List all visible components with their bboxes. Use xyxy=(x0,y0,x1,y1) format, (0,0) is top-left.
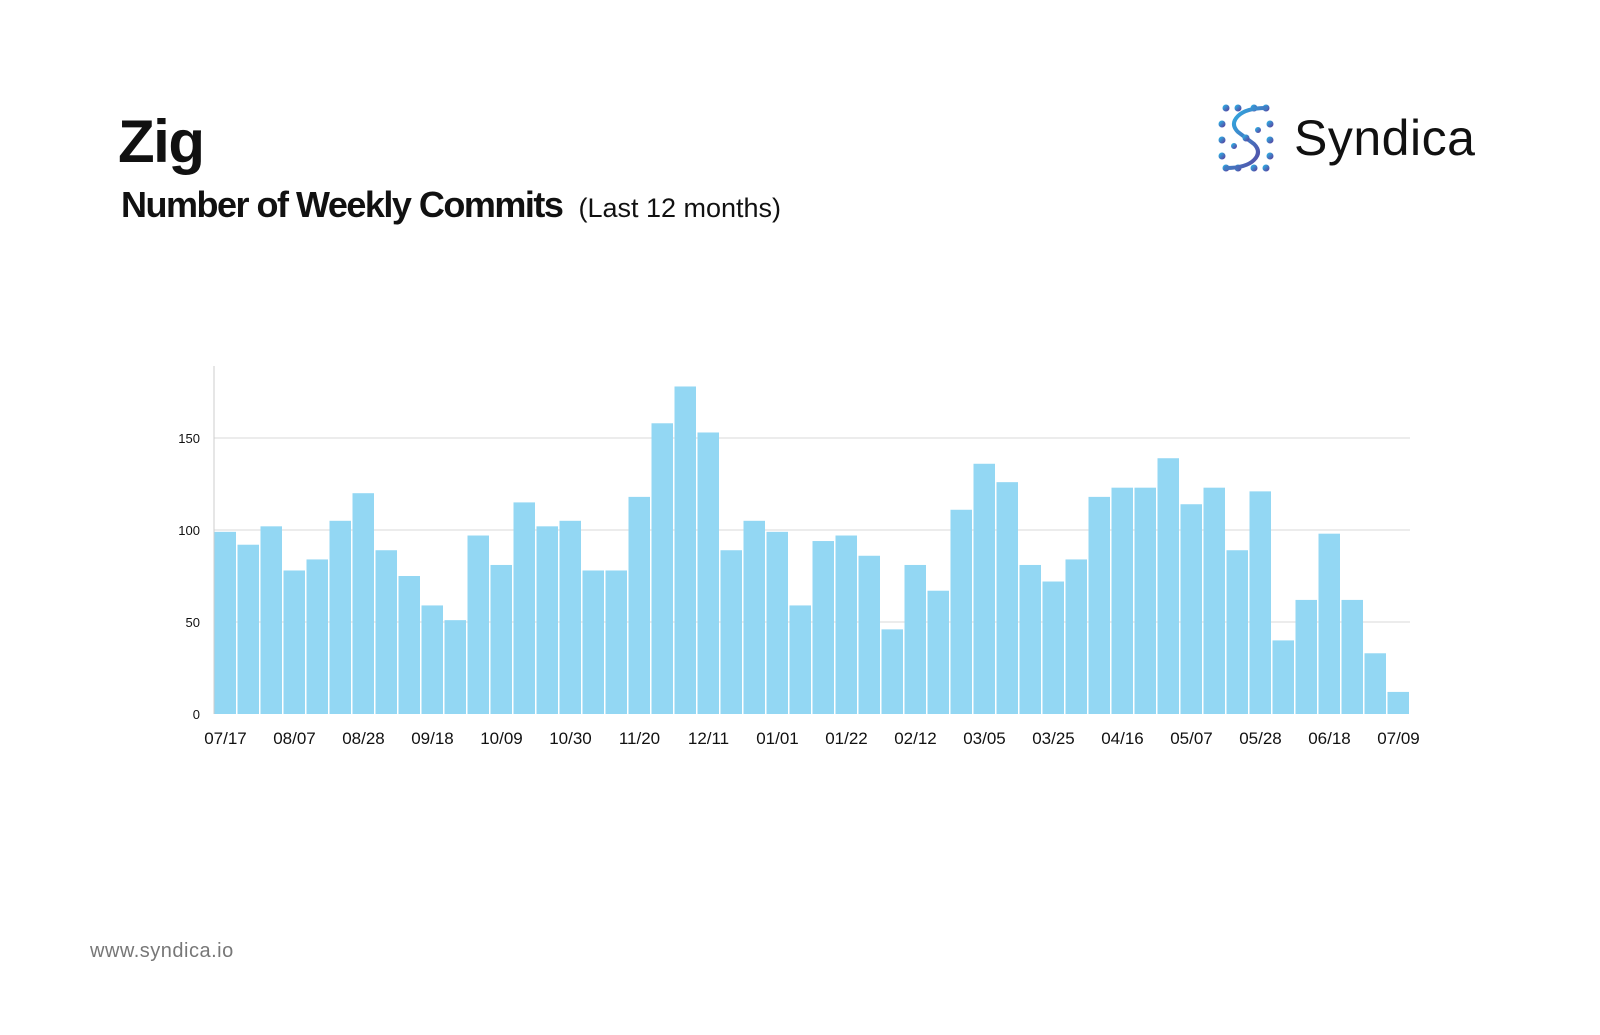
bar xyxy=(674,386,696,714)
bar xyxy=(1387,691,1409,714)
bar xyxy=(1295,599,1317,714)
bar xyxy=(1272,640,1294,714)
chart-title: Zig xyxy=(118,108,205,175)
bar xyxy=(490,564,512,714)
subtitle-row: Number of Weekly Commits (Last 12 months) xyxy=(121,187,781,223)
bar xyxy=(789,605,811,714)
x-tick-labels: 07/17 08/07 08/28 09/18 10/09 10/30 11/20 12/11… xyxy=(204,729,1420,748)
bar xyxy=(329,520,351,714)
x-tick-label: 01/22 xyxy=(825,729,868,748)
x-tick-label: 09/18 xyxy=(411,729,454,748)
chart-subtitle: Number of Weekly Commits xyxy=(121,184,564,225)
bar xyxy=(743,520,765,714)
bar xyxy=(536,526,558,714)
y-tick-label: 50 xyxy=(186,615,200,630)
chart-subtitle-note: (Last 12 months) xyxy=(578,193,782,223)
x-tick-label: 04/16 xyxy=(1101,729,1144,748)
x-tick-label: 05/07 xyxy=(1170,729,1213,748)
bar xyxy=(1134,487,1156,714)
x-tick-label: 03/25 xyxy=(1032,729,1075,748)
bar xyxy=(950,509,972,714)
bar xyxy=(260,526,282,714)
bar xyxy=(559,520,581,714)
bar xyxy=(858,555,880,714)
bar xyxy=(1341,599,1363,714)
bar xyxy=(1318,533,1340,714)
bar xyxy=(306,559,328,714)
bar xyxy=(421,605,443,714)
bar xyxy=(1042,581,1064,714)
bar xyxy=(812,541,834,714)
bar xyxy=(881,629,903,714)
bar xyxy=(697,432,719,714)
bar xyxy=(283,570,305,714)
bar xyxy=(1111,487,1133,714)
bar xyxy=(375,550,397,714)
bar xyxy=(766,531,788,714)
x-tick-label: 10/09 xyxy=(480,729,523,748)
bar xyxy=(1019,564,1041,714)
bar xyxy=(835,535,857,714)
x-tick-label: 08/07 xyxy=(273,729,316,748)
bar xyxy=(214,531,236,714)
brand-logo: Syndica xyxy=(1218,102,1475,174)
x-tick-label: 01/01 xyxy=(756,729,799,748)
bar xyxy=(927,590,949,714)
y-tick-labels: 0 50 100 150 xyxy=(178,431,200,722)
y-tick-label: 0 xyxy=(193,707,200,722)
footer-url: www.syndica.io xyxy=(90,940,234,962)
bar xyxy=(1157,458,1179,714)
x-tick-label: 12/11 xyxy=(688,729,729,748)
bar xyxy=(582,570,604,714)
syndica-logo-icon xyxy=(1218,104,1274,172)
bar xyxy=(628,496,650,714)
x-tick-label: 07/09 xyxy=(1377,729,1420,748)
bar xyxy=(398,576,420,714)
bar xyxy=(513,502,535,714)
bar xyxy=(237,544,259,714)
bar xyxy=(467,535,489,714)
x-tick-label: 08/28 xyxy=(342,729,385,748)
bar xyxy=(1364,653,1386,714)
bars xyxy=(214,386,1409,714)
bar xyxy=(605,570,627,714)
x-tick-label: 06/18 xyxy=(1308,729,1351,748)
bar xyxy=(996,482,1018,714)
bar xyxy=(352,493,374,714)
x-tick-label: 11/20 xyxy=(619,729,660,748)
x-tick-label: 03/05 xyxy=(963,729,1006,748)
brand-name: Syndica xyxy=(1294,110,1476,166)
bar xyxy=(973,463,995,714)
bar xyxy=(1226,550,1248,714)
bar xyxy=(904,564,926,714)
x-tick-label: 05/28 xyxy=(1239,729,1282,748)
x-tick-label: 07/17 xyxy=(204,729,247,748)
bar xyxy=(1249,491,1271,714)
bar xyxy=(720,550,742,714)
bar xyxy=(1180,504,1202,714)
x-tick-label: 10/30 xyxy=(549,729,592,748)
bar xyxy=(1088,496,1110,714)
y-tick-label: 100 xyxy=(178,523,200,538)
bar xyxy=(1065,559,1087,714)
bar xyxy=(1203,487,1225,714)
y-tick-label: 150 xyxy=(178,431,200,446)
x-tick-label: 02/12 xyxy=(894,729,937,748)
bar xyxy=(444,620,466,714)
bar xyxy=(651,423,673,714)
